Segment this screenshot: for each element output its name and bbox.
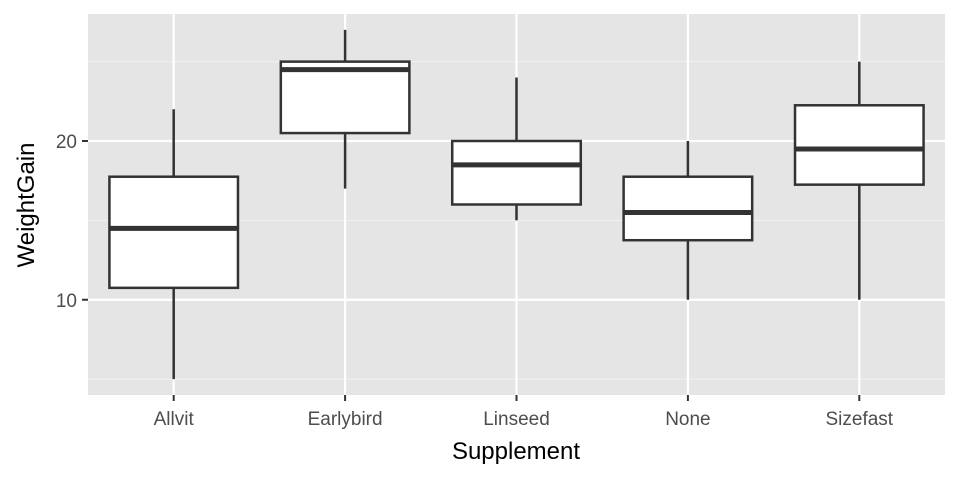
x-tick-label: Sizefast [826, 409, 894, 430]
iqr-box [279, 60, 411, 135]
box-earlybird [279, 29, 411, 189]
y-axis: 10 20 [56, 132, 88, 312]
x-tick-label: Allvit [154, 409, 195, 430]
boxes-layer [108, 29, 925, 380]
x-tick-label: None [665, 409, 710, 430]
x-axis: Allvit Earlybird Linseed None Sizefast [154, 395, 894, 430]
box-sizefast [793, 61, 925, 300]
iqr-box [793, 104, 925, 186]
box-linseed [450, 77, 583, 221]
x-axis-title: Supplement [452, 438, 580, 465]
y-axis-title: WeightGain [13, 143, 40, 268]
y-tick-label: 10 [56, 291, 77, 312]
x-tick-label: Earlybird [308, 409, 383, 430]
box-none [622, 141, 754, 300]
y-tick-label: 20 [56, 132, 77, 153]
iqr-box [108, 175, 240, 290]
iqr-box [450, 139, 583, 206]
iqr-box [622, 175, 754, 242]
x-tick-label: Linseed [483, 409, 550, 430]
box-allvit [108, 109, 240, 380]
